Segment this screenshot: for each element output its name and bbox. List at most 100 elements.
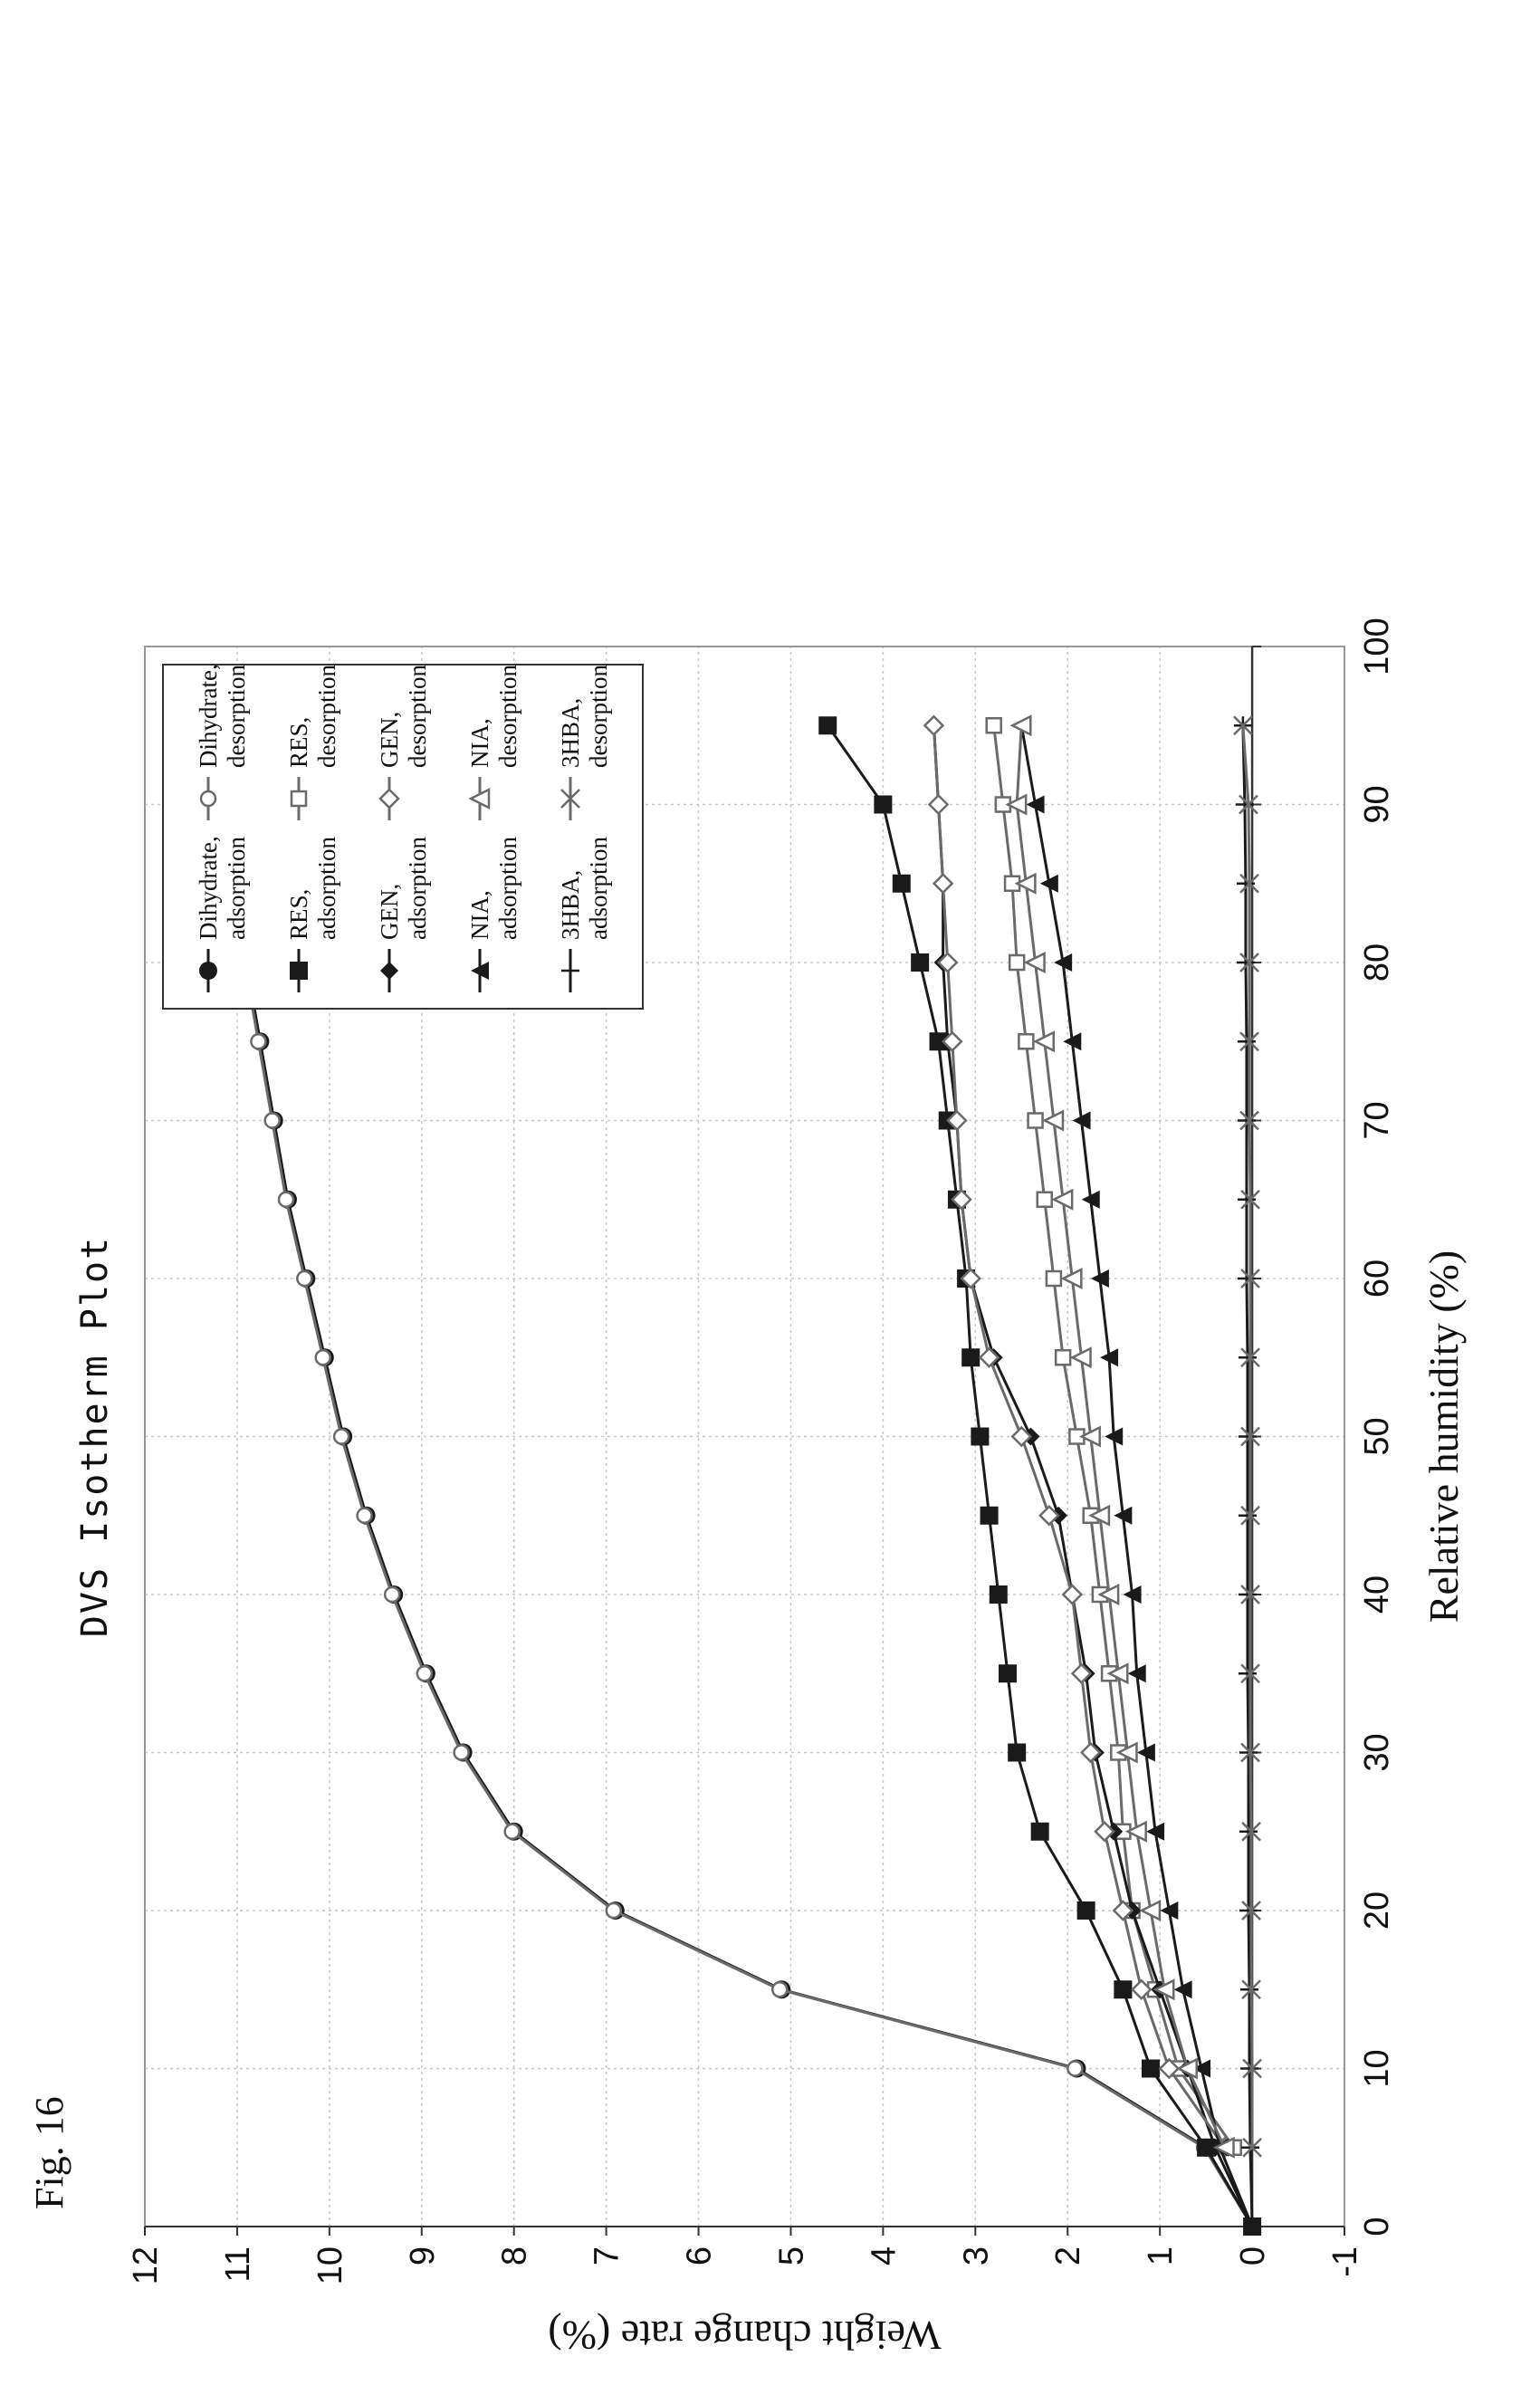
legend-label: desorption xyxy=(404,665,431,768)
legend-label: Dihydrate, xyxy=(195,836,222,940)
data-point xyxy=(358,1509,372,1523)
chart-title: DVS Isotherm Plot xyxy=(74,1236,116,1637)
x-tick-label: 30 xyxy=(1358,1733,1396,1771)
data-point xyxy=(1077,1901,1095,1920)
legend-label: desorption xyxy=(585,665,612,768)
y-tick-label: 11 xyxy=(219,2246,257,2282)
data-point xyxy=(1240,1980,1258,1998)
data-point xyxy=(874,796,892,814)
data-point xyxy=(297,1271,311,1286)
y-tick-label: 8 xyxy=(496,2246,534,2265)
data-point xyxy=(1031,1823,1049,1841)
x-tick-label: 50 xyxy=(1358,1417,1396,1455)
series-res-adsorption xyxy=(818,716,1261,2236)
data-point xyxy=(1038,1192,1052,1207)
legend-label: GEN, xyxy=(376,712,403,768)
legend-label: desorption xyxy=(313,665,340,768)
y-tick-label: 12 xyxy=(127,2246,165,2284)
data-point xyxy=(1239,1507,1257,1525)
legend-label: desorption xyxy=(494,665,521,768)
data-point xyxy=(265,1114,280,1128)
data-point xyxy=(911,953,929,972)
legend-marker xyxy=(201,791,215,806)
y-axis: -10123456789101112 xyxy=(127,2227,1364,2284)
legend-label: RES, xyxy=(285,717,312,768)
data-point xyxy=(1240,2060,1258,2078)
data-point xyxy=(1019,1034,1033,1049)
legend-label: RES, xyxy=(285,889,312,940)
x-tick-label: 80 xyxy=(1358,943,1396,982)
data-point xyxy=(924,716,942,734)
legend-label: NIA, xyxy=(466,890,493,940)
legend-label: adsorption xyxy=(494,837,521,940)
data-point xyxy=(930,796,948,814)
legend-label: 3HBA, xyxy=(557,870,584,940)
data-point xyxy=(1239,1428,1257,1446)
series-nia-adsorption xyxy=(1012,716,1261,2236)
data-point xyxy=(1239,1901,1258,1920)
data-point xyxy=(251,1034,265,1049)
series-line xyxy=(827,725,1252,2227)
data-point xyxy=(1239,1664,1257,1682)
data-point xyxy=(990,1585,1008,1604)
x-tick-label: 40 xyxy=(1358,1576,1396,1614)
x-tick-label: 10 xyxy=(1358,2049,1396,2087)
data-point xyxy=(1067,2062,1082,2076)
y-tick-label: 5 xyxy=(772,2246,810,2265)
series-line xyxy=(1021,725,1252,2227)
data-point xyxy=(1063,1585,1081,1604)
legend-label: adsorption xyxy=(313,837,340,940)
data-point xyxy=(1239,1585,1257,1604)
x-tick-label: 20 xyxy=(1358,1892,1396,1930)
data-point xyxy=(1095,1823,1114,1841)
legend-marker xyxy=(199,962,217,980)
x-tick-label: 100 xyxy=(1358,618,1396,675)
data-point xyxy=(505,1825,520,1839)
data-point xyxy=(1142,2060,1160,2078)
y-tick-label: 9 xyxy=(404,2246,442,2265)
data-point xyxy=(987,718,1001,733)
data-point xyxy=(1009,955,1024,970)
data-point xyxy=(999,1664,1017,1682)
y-tick-label: 7 xyxy=(588,2246,627,2265)
data-point xyxy=(818,716,837,734)
y-tick-label: 10 xyxy=(311,2246,349,2284)
series-line xyxy=(933,725,1252,2227)
legend-label: adsorption xyxy=(223,837,250,940)
legend-label: adsorption xyxy=(404,837,431,940)
x-tick-label: 70 xyxy=(1358,1101,1396,1139)
data-point xyxy=(1241,2139,1259,2157)
x-axis: 0 10 20 30 40 50 60 70 80 90 100 xyxy=(1252,618,1396,2236)
x-tick-label: 0 xyxy=(1358,2217,1396,2236)
data-point xyxy=(316,1350,330,1365)
x-tick-label: 60 xyxy=(1358,1260,1396,1298)
data-point xyxy=(893,875,911,893)
data-point xyxy=(385,1587,399,1602)
data-point xyxy=(1239,1744,1258,1762)
y-tick-label: 2 xyxy=(1049,2246,1087,2265)
legend-label: adsorption xyxy=(585,837,612,940)
data-point xyxy=(454,1746,469,1760)
y-tick-label: 0 xyxy=(1234,2246,1272,2265)
x-axis-label: Relative humidity (%) xyxy=(1420,1250,1467,1623)
y-tick-label: 3 xyxy=(957,2246,995,2265)
data-point xyxy=(961,1348,980,1366)
series-3hba-adsorption xyxy=(1234,716,1261,2236)
x-tick-label: 90 xyxy=(1358,785,1396,823)
data-point xyxy=(1056,1350,1070,1365)
legend-marker xyxy=(292,791,306,806)
y-tick-label: -1 xyxy=(1326,2246,1364,2277)
data-point xyxy=(1114,1980,1132,1998)
data-point xyxy=(279,1192,293,1207)
legend-marker xyxy=(290,962,308,980)
legend-label: 3HBA, xyxy=(557,698,584,768)
data-point xyxy=(417,1666,432,1681)
y-axis-label: Weight change rate (%) xyxy=(548,2313,941,2359)
data-point xyxy=(1239,1348,1257,1366)
data-point xyxy=(607,1903,621,1918)
legend-label: desorption xyxy=(223,665,250,768)
legend-label: NIA, xyxy=(466,718,493,768)
y-tick-label: 1 xyxy=(1142,2246,1180,2265)
data-point xyxy=(1047,1271,1061,1286)
